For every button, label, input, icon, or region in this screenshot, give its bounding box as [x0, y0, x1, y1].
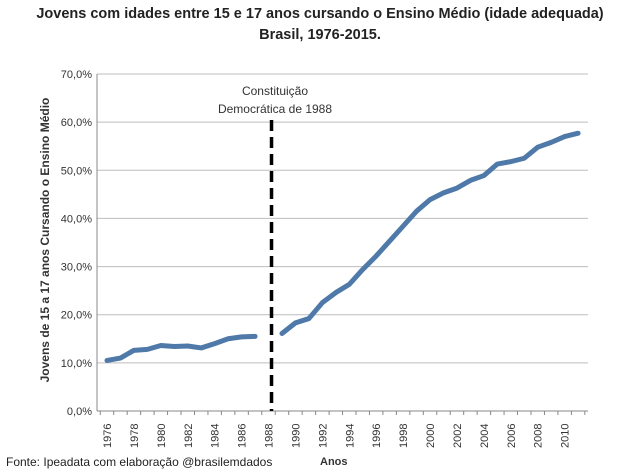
x-tick-label: 2010 — [560, 424, 572, 448]
annotation-line2: Democrática de 1988 — [217, 102, 333, 116]
x-axis-title: Anos — [320, 456, 348, 468]
y-tick-label: 50,0% — [61, 165, 92, 177]
y-tick-label: 20,0% — [61, 310, 92, 322]
y-tick-label: 30,0% — [61, 262, 92, 274]
x-tick-label: 1998 — [398, 424, 410, 448]
annotation-line1: Constituição — [241, 84, 309, 98]
source-note: Fonte: Ipeadata com elaboração @brasilem… — [6, 455, 273, 469]
x-tick-label: 2004 — [479, 424, 491, 448]
x-tick-label: 2008 — [533, 424, 545, 448]
x-tick-label: 1988 — [264, 424, 276, 448]
y-tick-label: 70,0% — [61, 69, 92, 81]
x-tick-label: 2006 — [506, 424, 518, 448]
y-tick-label: 60,0% — [61, 117, 92, 129]
x-tick-label: 1982 — [183, 424, 195, 448]
y-tick-label: 0,0% — [67, 406, 92, 418]
x-tick-label: 1976 — [102, 424, 114, 448]
x-tick-label: 1996 — [371, 424, 383, 448]
y-tick-label: 40,0% — [61, 213, 92, 225]
x-tick-label: 1980 — [156, 424, 168, 448]
x-tick-label: 1994 — [344, 424, 356, 448]
x-tick-label: 2000 — [425, 424, 437, 448]
data-line — [279, 130, 581, 336]
y-axis-title: Jovens de 15 a 17 anos Cursando o Ensino… — [38, 97, 52, 383]
x-tick-label: 1978 — [129, 424, 141, 448]
data-line — [104, 333, 258, 363]
x-tick-label: 1986 — [237, 424, 249, 448]
x-tick-label: 1990 — [290, 424, 302, 448]
chart-subtitle: Brasil, 1976-2015. — [259, 27, 381, 43]
x-tick-label: 1992 — [317, 424, 329, 448]
x-tick-label: 1984 — [210, 424, 222, 448]
chart-title: Jovens com idades entre 15 e 17 anos cur… — [36, 6, 604, 22]
x-tick-label: 2002 — [452, 424, 464, 448]
y-tick-label: 10,0% — [61, 358, 92, 370]
